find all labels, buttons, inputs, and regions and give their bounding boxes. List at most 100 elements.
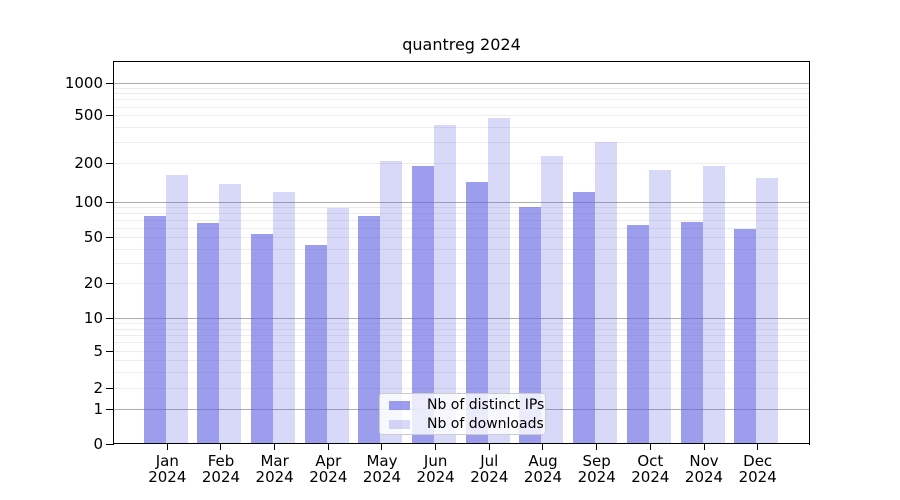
bar-distinct-ips-sep <box>573 192 596 444</box>
legend-item-downloads: Nb of downloads <box>389 416 545 433</box>
x-tick-year-may: 2024 <box>362 468 402 486</box>
x-tick-month-nov: Nov <box>689 452 719 470</box>
gridline-400 <box>113 126 810 128</box>
y-tick-200 <box>105 162 113 164</box>
x-tick-month-aug: Aug <box>528 452 558 470</box>
x-tick-feb <box>220 444 222 450</box>
x-tick-label-mar: Mar 2024 <box>243 453 307 485</box>
bar-downloads-nov <box>702 166 725 444</box>
bar-distinct-ips-oct <box>626 224 649 444</box>
gridline-20 <box>113 282 810 284</box>
y-tick-500 <box>105 114 113 116</box>
axis-spine-left <box>112 61 114 445</box>
x-tick-jan <box>166 444 168 450</box>
bar-downloads-aug <box>541 156 564 444</box>
x-tick-year-jun: 2024 <box>416 468 455 486</box>
bar-distinct-ips-mar <box>251 234 274 444</box>
y-tick-2 <box>105 387 113 389</box>
x-tick-month-sep: Sep <box>582 452 611 470</box>
x-tick-label-aug: Aug 2024 <box>511 453 575 485</box>
gridline-5 <box>113 350 810 352</box>
x-tick-jul <box>488 444 490 450</box>
x-tick-label-may: May 2024 <box>350 453 414 485</box>
x-tick-label-feb: Feb 2024 <box>189 453 253 485</box>
bar-distinct-ips-may <box>358 216 381 444</box>
x-tick-label-jan: Jan 2024 <box>135 453 199 485</box>
y-tick-label-20: 20 <box>83 274 103 292</box>
x-tick-nov <box>703 444 705 450</box>
x-tick-month-jan: Jan <box>155 452 179 470</box>
gridline-90 <box>113 206 810 208</box>
y-tick-label-200: 200 <box>74 154 103 172</box>
gridline-8 <box>113 328 810 330</box>
x-tick-year-nov: 2024 <box>684 468 724 486</box>
y-tick-label-1000: 1000 <box>64 74 103 92</box>
x-tick-year-apr: 2024 <box>309 468 348 486</box>
x-tick-label-jun: Jun 2024 <box>404 453 468 485</box>
x-tick-may <box>381 444 383 450</box>
y-tick-10 <box>105 317 113 319</box>
bar-downloads-apr <box>326 208 349 444</box>
chart-title: quantreg 2024 <box>402 35 521 54</box>
y-tick-0 <box>105 443 113 445</box>
x-tick-year-feb: 2024 <box>201 468 241 486</box>
y-tick-1000 <box>105 82 113 84</box>
bar-distinct-ips-apr <box>304 244 327 444</box>
y-tick-label-5: 5 <box>93 342 103 360</box>
gridline-100 <box>113 201 810 203</box>
gridline-300 <box>113 141 810 143</box>
y-tick-label-100: 100 <box>74 193 103 211</box>
x-tick-month-oct: Oct <box>637 452 664 470</box>
x-tick-year-jan: 2024 <box>148 468 187 486</box>
bar-distinct-ips-jul <box>465 182 488 444</box>
x-tick-sep <box>596 444 598 450</box>
x-tick-dec <box>757 444 759 450</box>
gridline-40 <box>113 248 810 250</box>
gridline-4 <box>113 359 810 361</box>
gridline-70 <box>113 219 810 221</box>
x-tick-year-dec: 2024 <box>738 468 777 486</box>
x-tick-aug <box>542 444 544 450</box>
bar-downloads-jun <box>434 125 457 444</box>
x-tick-month-dec: Dec <box>743 452 773 470</box>
x-tick-label-jul: Jul 2024 <box>457 453 521 485</box>
gridline-1000 <box>113 82 810 84</box>
bar-distinct-ips-feb <box>197 223 220 444</box>
x-tick-label-dec: Dec 2024 <box>726 453 790 485</box>
bar-downloads-may <box>380 161 403 444</box>
x-tick-month-mar: Mar <box>260 452 289 470</box>
gridline-50 <box>113 236 810 238</box>
legend-swatch-downloads <box>389 420 410 429</box>
bar-distinct-ips-dec <box>734 228 757 444</box>
legend-swatch-distinct-ips <box>389 401 410 410</box>
x-tick-label-sep: Sep 2024 <box>565 453 629 485</box>
bar-downloads-dec <box>756 178 779 444</box>
gridline-600 <box>113 106 810 108</box>
gridline-6 <box>113 341 810 343</box>
x-tick-month-may: May <box>366 452 398 470</box>
x-tick-mar <box>274 444 276 450</box>
bar-downloads-oct <box>648 170 671 444</box>
bar-downloads-mar <box>273 192 296 444</box>
legend-label-downloads: Nb of downloads <box>427 416 544 432</box>
gridline-2 <box>113 387 810 389</box>
y-tick-100 <box>105 201 113 203</box>
gridline-700 <box>113 98 810 100</box>
x-tick-month-jun: Jun <box>423 452 448 470</box>
x-tick-month-feb: Feb <box>207 452 235 470</box>
gridline-60 <box>113 227 810 229</box>
x-tick-apr <box>327 444 329 450</box>
legend-label-distinct-ips: Nb of distinct IPs <box>427 397 545 413</box>
x-tick-year-sep: 2024 <box>577 468 616 486</box>
bar-distinct-ips-jun <box>412 166 435 444</box>
axis-spine-right <box>809 61 810 445</box>
gridline-80 <box>113 212 810 214</box>
y-tick-label-0: 0 <box>93 435 103 453</box>
y-tick-5 <box>105 350 113 352</box>
x-tick-oct <box>649 444 651 450</box>
x-tick-year-mar: 2024 <box>255 468 294 486</box>
y-tick-label-50: 50 <box>83 228 103 246</box>
x-tick-year-aug: 2024 <box>523 468 563 486</box>
gridline-800 <box>113 92 810 94</box>
